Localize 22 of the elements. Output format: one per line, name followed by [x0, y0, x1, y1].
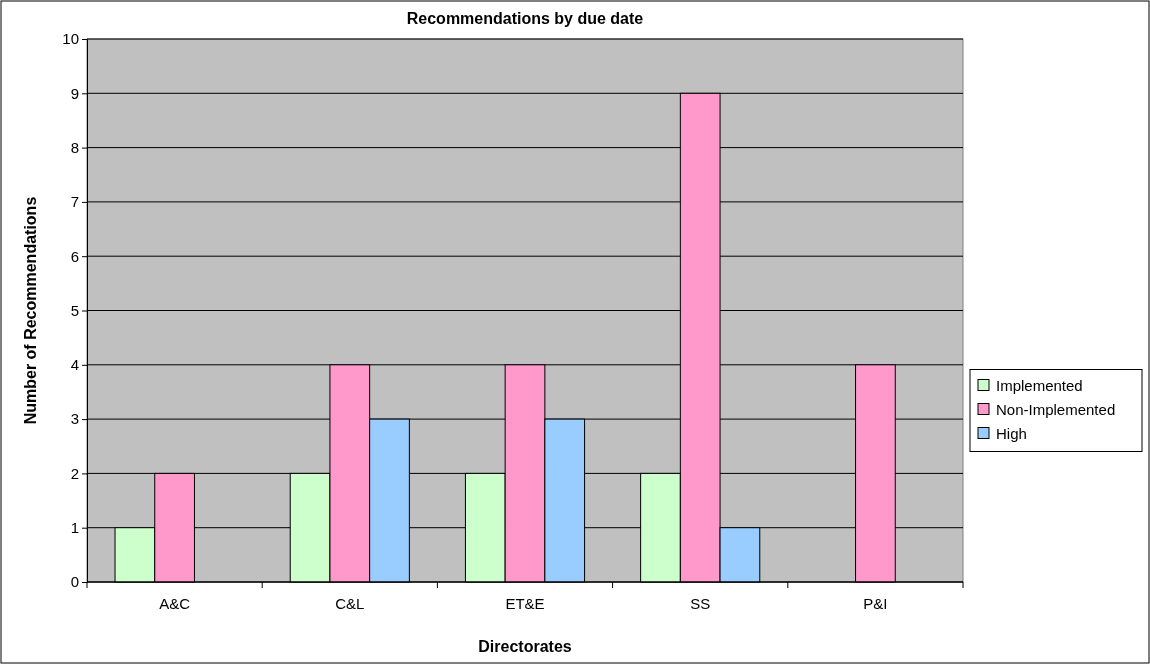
x-tick-label: SS: [690, 595, 711, 612]
x-tick-label: C&L: [335, 595, 365, 612]
y-tick-label: 2: [70, 464, 79, 482]
legend-label: High: [996, 424, 1027, 442]
y-tick-label: 1: [70, 519, 79, 536]
y-tick-label: 6: [70, 247, 79, 265]
y-axis-title: Number of Recommendations: [22, 196, 39, 425]
y-tick-label: 3: [70, 410, 79, 428]
x-axis-title: Directorates: [478, 638, 572, 655]
x-tick-label: P&I: [863, 595, 888, 612]
y-tick-label: 5: [70, 301, 79, 319]
y-tick-label: 9: [70, 84, 79, 102]
x-tick-label: ET&E: [505, 595, 545, 612]
legend-label: Non-Implemented: [996, 400, 1116, 418]
y-tick-label: 7: [70, 193, 79, 211]
legend-label: Implemented: [996, 376, 1083, 394]
chart-title: Recommendations by due date: [406, 10, 644, 27]
x-tick-label: A&C: [159, 595, 191, 612]
y-tick-label: 10: [62, 30, 79, 48]
y-tick-label: 8: [70, 138, 79, 156]
y-tick-label: 0: [70, 573, 79, 591]
y-tick-label: 4: [70, 356, 79, 374]
